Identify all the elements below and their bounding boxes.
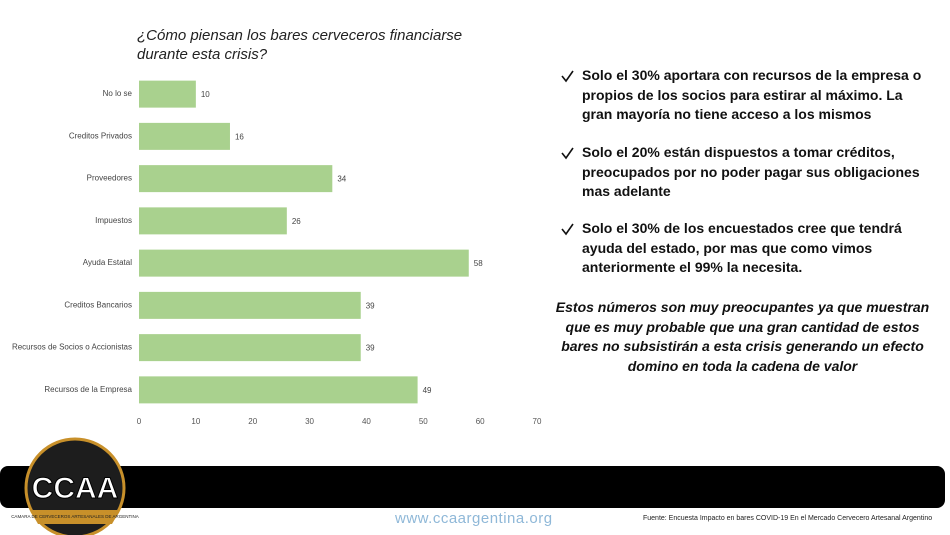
conclusion: Estos números son muy preocupantes ya qu… — [555, 299, 930, 374]
x-tick-label: 70 — [533, 417, 542, 426]
source: Fuente: Encuesta Impacto en bares COVID-… — [643, 515, 933, 522]
y-tick-label: Ayuda Estatal — [83, 258, 132, 267]
value-label: 26 — [292, 217, 301, 226]
check — [561, 223, 574, 236]
bullet: Solo el 30% aportara con recursos de la … — [582, 67, 922, 122]
bar — [139, 207, 287, 235]
bar — [139, 165, 333, 193]
value-label: 39 — [366, 344, 375, 353]
value-label: 49 — [423, 386, 432, 395]
y-tick-label: No lo se — [103, 89, 133, 98]
bar — [139, 249, 469, 277]
x-tick-label: 40 — [362, 417, 371, 426]
check — [561, 70, 574, 83]
logo-ribbon — [30, 510, 120, 524]
x-tick-label: 10 — [191, 417, 200, 426]
chart-title: ¿Cómo piensan los bares cerveceros finan… — [137, 27, 463, 63]
value-label: 58 — [474, 259, 483, 268]
x-tick-label: 60 — [476, 417, 485, 426]
url: www.ccaargentina.org — [395, 510, 553, 527]
logo-caption: CAMARA DE CERVECEROS ARTESANALES DE ARGE… — [11, 514, 139, 519]
logo-text: CCAA — [32, 472, 119, 505]
value-label: 10 — [201, 90, 210, 99]
y-tick-label: Creditos Bancarios — [64, 300, 132, 309]
bar — [139, 122, 230, 150]
footer-band — [0, 466, 945, 508]
x-tick-label: 50 — [419, 417, 428, 426]
check — [561, 147, 574, 160]
value-label: 16 — [235, 132, 244, 141]
bar — [139, 334, 361, 362]
bar — [139, 291, 361, 319]
x-tick-label: 20 — [248, 417, 257, 426]
bullet: Solo el 30% de los encuestados cree que … — [582, 220, 902, 275]
value-label: 34 — [337, 175, 346, 184]
y-tick-label: Creditos Privados — [69, 131, 132, 140]
bullet: Solo el 20% están dispuestos a tomar cré… — [582, 144, 920, 199]
y-tick-label: Recursos de la Empresa — [44, 385, 132, 394]
y-tick-label: Impuestos — [95, 216, 132, 225]
x-tick-label: 30 — [305, 417, 314, 426]
y-tick-label: Proveedores — [87, 174, 132, 183]
bar — [139, 80, 196, 108]
value-label: 39 — [366, 301, 375, 310]
x-tick-label: 0 — [137, 417, 142, 426]
y-tick-label: Recursos de Socios o Accionistas — [12, 343, 132, 352]
bar — [139, 376, 418, 404]
